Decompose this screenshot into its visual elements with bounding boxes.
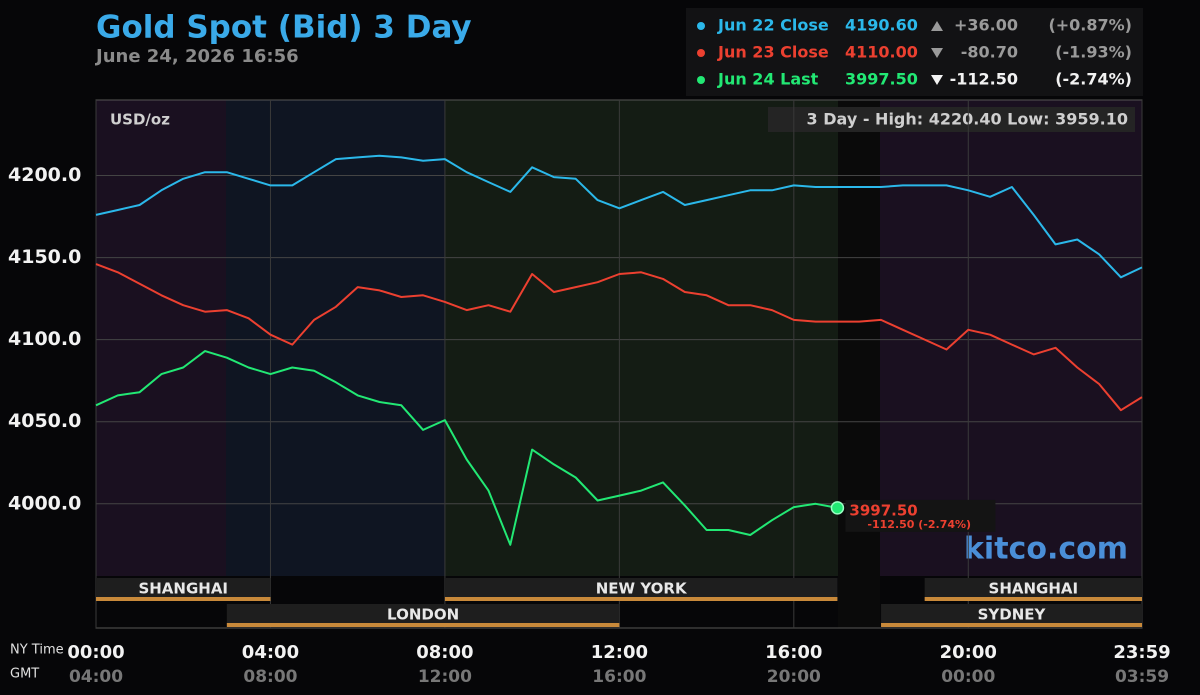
legend-percent: (-2.74%) bbox=[1055, 70, 1132, 89]
y-tick-label: 4000.0 bbox=[8, 492, 81, 514]
legend-name: Jun 24 Last bbox=[717, 70, 819, 89]
session-label: SHANGHAI bbox=[989, 580, 1079, 598]
x-tick-label: 20:00 bbox=[940, 642, 997, 663]
session-box bbox=[444, 578, 838, 600]
band bbox=[880, 100, 1142, 576]
series-line bbox=[95, 154, 1143, 279]
session-box bbox=[924, 578, 1142, 600]
session-box bbox=[96, 578, 271, 600]
legend-name: Jun 23 Close bbox=[717, 43, 829, 62]
band bbox=[445, 100, 838, 576]
x-tick-label: 12:00 bbox=[591, 642, 648, 663]
band bbox=[226, 100, 445, 576]
gmt-tick-label: 12:00 bbox=[418, 667, 472, 687]
legend-marker bbox=[697, 76, 705, 84]
session-label: LONDON bbox=[387, 606, 459, 624]
x-tick-label: 04:00 bbox=[242, 642, 299, 663]
session-label: NEW YORK bbox=[596, 580, 688, 598]
chart-subtitle: June 24, 2026 16:56 bbox=[94, 46, 299, 67]
y-tick-label: 4100.0 bbox=[8, 328, 81, 350]
gmt-tick-label: 08:00 bbox=[243, 667, 297, 687]
series-line bbox=[95, 263, 1143, 412]
legend-change: +36.00 bbox=[954, 16, 1018, 35]
band bbox=[838, 100, 880, 628]
gmt-tick-label: 03:59 bbox=[1115, 667, 1169, 687]
x-tick-label: 16:00 bbox=[765, 642, 822, 663]
gmt-tick-label: 16:00 bbox=[592, 667, 646, 687]
range-box bbox=[768, 107, 1135, 132]
legend-name: Jun 22 Close bbox=[717, 16, 829, 35]
band bbox=[96, 100, 226, 576]
legend-percent: (+0.87%) bbox=[1048, 16, 1132, 35]
session-box bbox=[226, 604, 620, 626]
legend-arrow bbox=[931, 21, 943, 31]
chart-title: Gold Spot (Bid) 3 Day bbox=[96, 10, 472, 46]
legend-box bbox=[686, 8, 1143, 96]
x-tick-label: 00:00 bbox=[67, 642, 124, 663]
series-line bbox=[95, 350, 838, 546]
legend-marker bbox=[697, 49, 705, 57]
legend-marker bbox=[697, 22, 705, 30]
x-tick-label: 23:59 bbox=[1113, 642, 1170, 663]
unit-label: USD/oz bbox=[110, 111, 170, 129]
legend-arrow bbox=[931, 75, 943, 85]
legend-price: 3997.50 bbox=[845, 70, 918, 89]
session-label: SHANGHAI bbox=[138, 580, 228, 598]
legend-percent: (-1.93%) bbox=[1055, 43, 1132, 62]
last-value-label: 3997.50 bbox=[849, 501, 917, 519]
range-note: 3 Day - High: 4220.40 Low: 3959.10 bbox=[807, 110, 1128, 129]
y-tick-label: 4150.0 bbox=[8, 246, 81, 268]
y-tick-label: 4200.0 bbox=[8, 164, 81, 186]
y-tick-label: 4050.0 bbox=[8, 410, 81, 432]
gmt-tick-label: 00:00 bbox=[941, 667, 995, 687]
session-label: SYDNEY bbox=[978, 606, 1047, 624]
session-shading bbox=[96, 100, 1142, 628]
watermark: kitco.com bbox=[964, 532, 1128, 567]
legend-change: -112.50 bbox=[950, 70, 1018, 89]
x-tick-label: 08:00 bbox=[416, 642, 473, 663]
gmt-tick-label: 20:00 bbox=[767, 667, 821, 687]
legend-price: 4190.60 bbox=[845, 16, 918, 35]
legend-price: 4110.00 bbox=[845, 43, 918, 62]
gmt-tick-label: 04:00 bbox=[69, 667, 123, 687]
x-row-label: NY Time bbox=[10, 643, 64, 658]
last-label-box bbox=[845, 499, 996, 532]
last-point bbox=[830, 501, 845, 515]
legend-change: -80.70 bbox=[961, 43, 1018, 62]
last-change-label: -112.50 (-2.74%) bbox=[867, 518, 971, 531]
x-row-label: GMT bbox=[10, 667, 39, 682]
session-box bbox=[881, 604, 1142, 626]
legend-arrow bbox=[931, 48, 943, 58]
